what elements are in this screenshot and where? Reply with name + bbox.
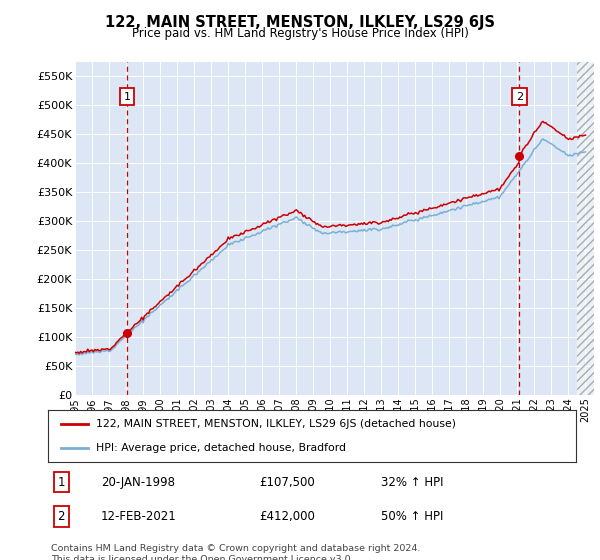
Text: £107,500: £107,500 (259, 475, 315, 488)
Text: Price paid vs. HM Land Registry's House Price Index (HPI): Price paid vs. HM Land Registry's House … (131, 27, 469, 40)
Text: £412,000: £412,000 (259, 510, 315, 523)
Text: 12-FEB-2021: 12-FEB-2021 (101, 510, 176, 523)
Text: 122, MAIN STREET, MENSTON, ILKLEY, LS29 6JS: 122, MAIN STREET, MENSTON, ILKLEY, LS29 … (105, 15, 495, 30)
Text: 2: 2 (516, 92, 523, 101)
Bar (577, 62, 594, 395)
Text: 1: 1 (58, 475, 65, 488)
Bar (577, 62, 594, 395)
Text: HPI: Average price, detached house, Bradford: HPI: Average price, detached house, Brad… (95, 443, 346, 453)
Text: 1: 1 (124, 92, 130, 101)
Text: 122, MAIN STREET, MENSTON, ILKLEY, LS29 6JS (detached house): 122, MAIN STREET, MENSTON, ILKLEY, LS29 … (95, 419, 455, 430)
Text: 20-JAN-1998: 20-JAN-1998 (101, 475, 175, 488)
Text: 2: 2 (58, 510, 65, 523)
Text: Contains HM Land Registry data © Crown copyright and database right 2024.
This d: Contains HM Land Registry data © Crown c… (51, 544, 421, 560)
Text: 32% ↑ HPI: 32% ↑ HPI (380, 475, 443, 488)
Text: 50% ↑ HPI: 50% ↑ HPI (380, 510, 443, 523)
